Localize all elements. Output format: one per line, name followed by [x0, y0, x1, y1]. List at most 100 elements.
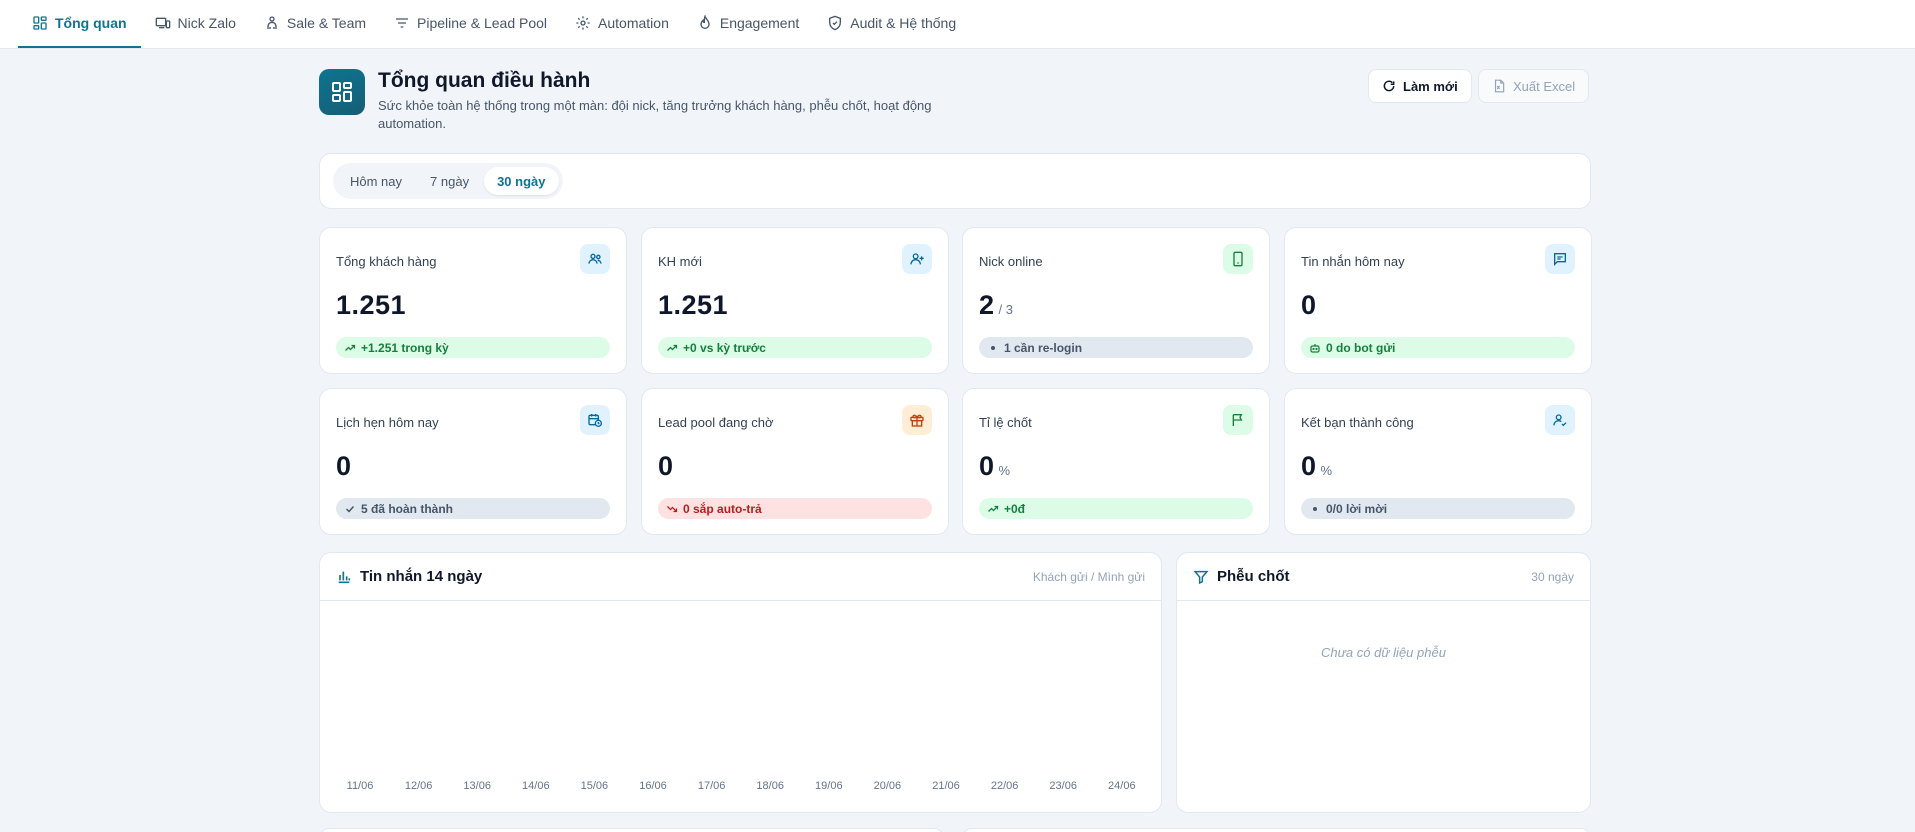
stat-label: Tin nhắn hôm nay [1301, 254, 1405, 269]
x-tick-label: 20/06 [873, 780, 902, 792]
x-tick-label: 22/06 [990, 780, 1019, 792]
tab-pipeline[interactable]: Pipeline & Lead Pool [380, 0, 561, 48]
stat-status-badge: 1 cần re-login [979, 337, 1253, 358]
export-excel-button[interactable]: Xuất Excel [1478, 69, 1590, 103]
stat-card-nick-online: Nick online 2/ 3 1 cần re-login [962, 227, 1270, 374]
page-subtitle: Sức khỏe toàn hệ thống trong một màn: độ… [378, 98, 932, 131]
x-tick-label: 15/06 [580, 780, 609, 792]
stat-value: 1.251 [336, 290, 407, 320]
dashboard-badge-icon [319, 69, 365, 115]
tab-engagement[interactable]: Engagement [683, 0, 813, 48]
stat-done-badge: 5 đã hoàn thành [336, 498, 610, 519]
range-7-days[interactable]: 7 ngày [430, 173, 470, 189]
panel-header: Tin nhắn 14 ngày Khách gửi / Mình gửi [320, 553, 1161, 601]
funnel-icon [1193, 570, 1209, 584]
phone-icon [1223, 244, 1253, 274]
tab-sale-team[interactable]: Sale & Team [250, 0, 380, 48]
x-tick-label: 23/06 [1049, 780, 1077, 792]
flag-icon [1223, 405, 1253, 435]
stat-bot-badge: 0 do bot gửi [1301, 337, 1575, 358]
bar-chart-icon [338, 571, 351, 583]
x-tick-label: 21/06 [932, 780, 960, 792]
devices-icon [155, 17, 170, 29]
stat-card-messages-today: Tin nhắn hôm nay 0 0 do bot gửi [1284, 227, 1592, 374]
funnel-empty-message: Chưa có dữ liệu phễu [1321, 645, 1446, 660]
stat-trend-badge: +1.251 trong kỳ [336, 337, 610, 358]
trend-down-icon [667, 505, 678, 512]
tab-automation[interactable]: Automation [561, 0, 683, 48]
stat-trend-badge: 0 sắp auto-trả [658, 498, 932, 519]
stat-label: KH mới [658, 254, 702, 269]
stat-label: Lịch hẹn hôm nay [336, 415, 439, 430]
range-filter-bar: Hôm nay 7 ngày 30 ngày [319, 153, 1591, 209]
panel-period: 30 ngày [1531, 569, 1574, 584]
tab-label: Automation [598, 15, 669, 31]
range-30-days[interactable]: 30 ngày [484, 167, 559, 195]
x-tick-label: 18/06 [756, 780, 784, 792]
x-tick-label: 17/06 [697, 780, 726, 792]
trend-up-icon [988, 505, 999, 512]
next-panel-left [319, 828, 944, 832]
user-plus-icon [902, 244, 932, 274]
refresh-button[interactable]: Làm mới [1368, 69, 1472, 103]
tab-audit[interactable]: Audit & Hệ thống [813, 0, 970, 48]
tab-label: Nick Zalo [177, 15, 236, 31]
flame-icon [700, 15, 710, 29]
stat-label: Nick online [979, 254, 1043, 269]
stat-value: 0 [1301, 290, 1317, 320]
calendar-clock-icon [580, 405, 610, 435]
stat-value: 0% [979, 451, 1011, 481]
messages-chart-panel: Tin nhắn 14 ngày Khách gửi / Mình gửi 11… [319, 552, 1162, 813]
dot-icon [991, 345, 995, 350]
x-tick-label: 14/06 [522, 780, 550, 792]
next-panel-right [962, 828, 1591, 832]
refresh-icon [1383, 80, 1395, 92]
stat-value: 0% [1301, 451, 1333, 481]
stat-card-new-customers: KH mới 1.251 +0 vs kỳ trước [641, 227, 949, 374]
stat-card-lead-pool: Lead pool đang chờ 0 0 sắp auto-trả [641, 388, 949, 535]
stat-card-close-rate: Tỉ lệ chốt 0% +0đ [962, 388, 1270, 535]
stat-label: Kết bạn thành công [1301, 415, 1414, 430]
dot-icon [1313, 506, 1317, 511]
gift-icon [902, 405, 932, 435]
tab-label: Audit & Hệ thống [850, 15, 957, 31]
export-label: Xuất Excel [1513, 78, 1576, 94]
tab-overview[interactable]: Tổng quan [18, 0, 141, 48]
stat-label: Tỉ lệ chốt [979, 415, 1032, 430]
tab-label: Pipeline & Lead Pool [417, 15, 548, 31]
stat-trend-badge: +0đ [979, 498, 1253, 519]
tab-label: Sale & Team [286, 15, 367, 31]
stat-label: Lead pool đang chờ [658, 415, 774, 430]
stat-card-friend-success: Kết bạn thành công 0% 0/0 lời mời [1284, 388, 1592, 535]
x-axis: 11/06 12/06 13/06 14/06 15/06 16/06 17/06 18/06… [320, 780, 1161, 794]
tab-nick-zalo[interactable]: Nick Zalo [141, 0, 250, 48]
team-icon [267, 16, 277, 29]
tab-label: Engagement [719, 15, 800, 31]
range-segmented-control: Hôm nay 7 ngày 30 ngày [333, 163, 563, 199]
stat-unit: % [1320, 463, 1333, 478]
stat-value: 2/ 3 [979, 290, 1013, 320]
stat-value: 0 [336, 451, 352, 481]
stat-value: 1.251 [658, 290, 729, 320]
message-icon [1545, 244, 1575, 274]
stat-invite-badge: 0/0 lời mời [1301, 498, 1575, 519]
bot-icon [1310, 343, 1320, 353]
check-icon [345, 505, 355, 513]
range-today[interactable]: Hôm nay [350, 173, 403, 189]
x-tick-label: 19/06 [815, 780, 843, 792]
user-check-icon [1545, 405, 1575, 435]
panel-title: Tin nhắn 14 ngày [360, 568, 483, 585]
x-tick-label: 24/06 [1108, 780, 1136, 792]
top-nav: Tổng quan Nick Zalo Sale & Team Pipeline… [0, 0, 1915, 49]
chart-legend: Khách gửi / Mình gửi [1032, 569, 1145, 584]
stat-card-total-customers: Tổng khách hàng 1.251 +1.251 trong kỳ [319, 227, 627, 374]
trend-up-icon [345, 344, 356, 351]
stat-unit: % [998, 463, 1011, 478]
x-tick-label: 11/06 [346, 780, 374, 792]
stat-card-appointments-today: Lịch hẹn hôm nay 0 5 đã hoàn thành [319, 388, 627, 535]
stat-value: 0 [658, 451, 674, 481]
stat-unit: / 3 [998, 302, 1013, 317]
x-tick-label: 12/06 [404, 780, 433, 792]
refresh-label: Làm mới [1403, 78, 1458, 94]
x-tick-label: 13/06 [463, 780, 491, 792]
